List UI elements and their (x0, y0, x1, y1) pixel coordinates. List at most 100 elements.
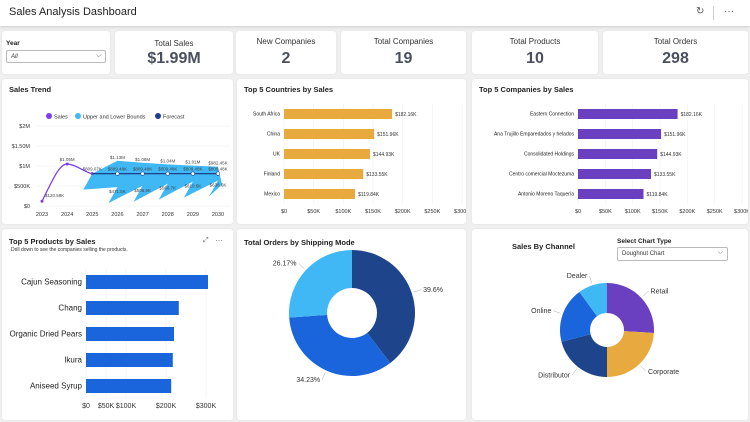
category-label: Consolidated Holdings (524, 152, 575, 158)
slice-label: Retail (651, 288, 669, 295)
sales-point (65, 162, 69, 166)
channel-panel: Sales By Channel Select Chart Type Dough… (472, 229, 748, 420)
y-tick-label: $1M (19, 164, 30, 170)
year-label: Year (6, 40, 20, 47)
leader-line (321, 372, 326, 380)
legend-marker (155, 113, 161, 119)
y-tick-label: $0 (24, 204, 30, 210)
x-tick-label: 2024 (61, 212, 73, 218)
category-label: Centro comercial Moctezuma (509, 172, 574, 178)
data-label: $144.93K (373, 152, 395, 158)
data-label: $809.48K (158, 167, 177, 172)
bar (284, 109, 393, 119)
shipping-panel: Total Orders by Shipping Mode 39.6% 34.23… (237, 229, 466, 420)
data-label: $133.55K (654, 172, 676, 178)
legend-label: Upper and Lower Bounds (83, 115, 146, 121)
x-tick-label: $250K (424, 209, 440, 215)
shipping-chart: 39.6% 34.23% 26.17% (273, 250, 443, 384)
bar (86, 379, 172, 393)
forecast-point (190, 171, 195, 176)
data-label: $809.48K (133, 167, 152, 172)
x-tick-label: 2029 (187, 212, 199, 218)
leader-line (413, 289, 422, 293)
y-tick-label: $2M (19, 124, 30, 130)
panel-title: Top 5 Products by Sales (9, 237, 96, 246)
panel-title: Top 5 Countries by Sales (244, 85, 334, 94)
x-tick-label: $100K (625, 209, 641, 215)
data-label: $809.48K (108, 167, 127, 172)
x-tick-label: $0 (281, 209, 287, 215)
chevron-down-icon: ⌵ (717, 249, 723, 256)
more-icon[interactable]: ··· (215, 236, 223, 245)
category-label: Organic Dried Pears (10, 330, 82, 339)
x-tick-label: 2027 (136, 212, 148, 218)
chart-type-select[interactable]: Doughnut Chart ⌵ (617, 247, 728, 261)
slice-label: Distributor (538, 372, 571, 379)
legend-marker (46, 113, 52, 119)
panel-title: Sales Trend (9, 85, 52, 94)
kpi-label: Total Sales (154, 39, 194, 48)
expand-icon[interactable]: ⤢ (203, 237, 209, 244)
chevron-down-icon: ⌵ (95, 52, 101, 59)
slice-label: Corporate (648, 369, 679, 376)
data-label: $560.7K (159, 186, 176, 191)
data-label: $610.5K (184, 184, 201, 189)
data-label: $506.5K (134, 188, 151, 193)
more-icon[interactable]: ··· (724, 6, 734, 17)
x-tick-label: $200K (156, 403, 177, 410)
x-tick-label: $200K (395, 209, 411, 215)
x-tick-label: $50K (599, 209, 612, 215)
data-label: $151.96K (664, 132, 686, 138)
year-filter: Year All ⌵ (2, 31, 110, 74)
chart-type-label: Select Chart Type (617, 238, 672, 245)
data-label: $182.16K (395, 112, 417, 118)
kpi-value: 2 (281, 50, 291, 67)
y-tick-label: $500K (14, 184, 30, 190)
products-panel: Top 5 Products by Sales Drill down to se… (2, 229, 233, 420)
x-tick-label: $300K (734, 209, 748, 215)
page-title: Sales Analysis Dashboard (9, 6, 137, 18)
x-tick-label: 2026 (111, 212, 123, 218)
data-label: $636.6K (210, 183, 227, 188)
category-label: Antonio Moreno Taquería (518, 192, 574, 198)
legend-marker (75, 113, 81, 119)
slice (607, 331, 654, 377)
x-tick-label: $300K (454, 209, 466, 215)
category-label: UK (273, 152, 281, 158)
data-label: $982.45K (208, 161, 227, 166)
bar (578, 189, 644, 199)
data-label: $1.08M (135, 157, 150, 162)
sales-trend-panel: Sales Trend Sales Upper and Lower Bounds F… (2, 79, 233, 224)
leader-line (589, 275, 593, 284)
countries-chart: $0 $50K $100K $150K $200K $250K $300K South Afr… (253, 104, 466, 215)
data-label: $119.84K (358, 192, 380, 198)
kpi-value: 19 (394, 50, 413, 67)
refresh-icon[interactable]: ↻ (696, 6, 705, 17)
divider (713, 6, 714, 20)
forecast-point (140, 171, 145, 176)
slice (561, 334, 607, 377)
slice (607, 283, 654, 333)
slice (560, 291, 598, 342)
panel-title: Total Orders by Shipping Mode (244, 238, 355, 247)
kpi-label: Total Products (509, 37, 561, 46)
data-label: $809.48K (183, 167, 202, 172)
year-select[interactable]: All ⌵ (6, 50, 106, 63)
bar (284, 149, 370, 159)
data-label: $182.16K (681, 112, 703, 118)
kpi-value: 298 (662, 50, 689, 67)
leader-line (642, 290, 649, 297)
x-tick-label: $50K (98, 403, 115, 410)
slice-label: Online (531, 308, 551, 315)
slice-label: 39.6% (423, 287, 443, 294)
data-label: $1.04M (160, 158, 175, 163)
countries-panel: Top 5 Countries by Sales $0 $50K $100K $150… (237, 79, 466, 224)
data-label: $151.96K (377, 132, 399, 138)
leader-line (571, 368, 578, 376)
data-label: $120.58K (45, 193, 64, 198)
bar (578, 149, 658, 159)
x-tick-label: 2028 (162, 212, 174, 218)
legend-label: Forecast (163, 115, 185, 121)
bar (578, 169, 652, 179)
kpi-label: New Companies (256, 37, 316, 46)
